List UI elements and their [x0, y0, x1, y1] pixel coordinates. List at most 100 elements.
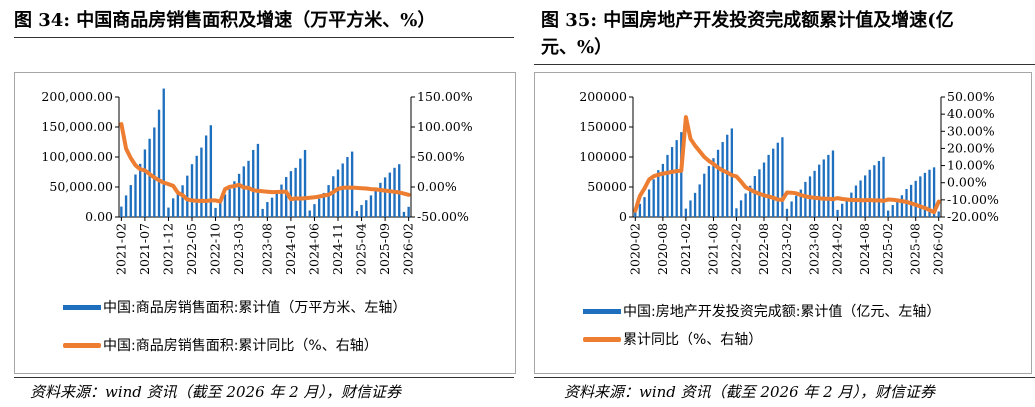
left-bar — [124, 195, 128, 217]
right-left-tick-label: 100000 — [579, 149, 627, 164]
right-x-tick-label: 2020-02 — [627, 223, 642, 275]
left-bar — [176, 191, 180, 217]
right-x-tick-label: 2020-08 — [655, 223, 670, 275]
right-bar — [891, 205, 894, 217]
right-legend-line-label: 累计同比（%、右轴） — [623, 332, 763, 348]
right-left-tick-label: 150000 — [579, 119, 627, 134]
right-bar — [666, 154, 669, 217]
left-x-tick-label: 2023-03 — [231, 223, 246, 275]
left-bar — [186, 175, 189, 217]
left-bar — [200, 147, 203, 217]
right-legend-line-item: 累计同比（%、右轴） — [583, 329, 762, 349]
left-x-tick-label: 2021-12 — [160, 223, 175, 275]
right-right-tick-label: -10.00% — [947, 192, 999, 207]
left-bar — [134, 174, 137, 217]
right-right-tick-label: 50.00% — [947, 89, 995, 104]
left-bar — [332, 176, 335, 217]
right-bar — [877, 160, 881, 217]
right-bar — [634, 210, 637, 217]
right-bar — [703, 173, 706, 217]
right-right-tick-label: 30.00% — [947, 123, 995, 138]
right-bar — [753, 176, 756, 217]
right-bar — [831, 150, 835, 217]
right-source-rule — [534, 377, 1035, 378]
right-bar — [827, 154, 830, 217]
right-chart-svg: 0 50000 100000 150000 200000 -20.00% -10.00% 0.… — [579, 89, 999, 275]
right-right-tick-label: 40.00% — [947, 106, 995, 121]
left-bar — [407, 206, 410, 217]
left-source-rule — [14, 377, 514, 378]
right-chart-panel: 图 35: 中国房地产开发投资完成额累计值及增速(亿 元、%） 0 50000 10… — [527, 0, 1035, 407]
right-bar — [689, 200, 692, 217]
right-x-tick-label: 2023-08 — [807, 223, 822, 275]
left-source-note: 资料来源：wind 资讯（截至 2026 年 2 月），财信证券 — [30, 383, 401, 401]
right-x-tick-label: 2021-08 — [705, 223, 720, 275]
left-bar — [341, 163, 344, 217]
right-bar — [767, 154, 770, 217]
left-bar — [190, 164, 194, 217]
left-left-tick-label: 50,000.00 — [49, 179, 113, 194]
left-bar — [162, 88, 165, 217]
left-bar — [280, 184, 283, 217]
left-bar — [171, 198, 175, 217]
left-bar — [129, 185, 132, 217]
left-x-tick-label: 2026-02 — [401, 223, 416, 275]
right-bar — [661, 163, 665, 217]
left-right-tick-label: 100.00% — [417, 119, 473, 134]
right-bar — [937, 211, 940, 217]
left-bar — [153, 127, 156, 217]
right-bar — [841, 203, 844, 217]
right-x-tick-label: 2025-08 — [908, 223, 923, 275]
left-bar — [139, 163, 142, 217]
left-bar — [360, 205, 363, 217]
right-bar — [712, 158, 715, 217]
right-bar — [730, 128, 733, 217]
left-yoy-line — [119, 122, 411, 204]
left-chart-svg: 0.00 50,000.00 100,000.00 150,000.00 200,000… — [41, 88, 473, 275]
left-legend-bar-swatch — [63, 304, 101, 310]
right-left-tick-label: 50000 — [587, 179, 627, 194]
right-bar — [886, 210, 890, 217]
left-bar — [275, 192, 278, 217]
left-bar — [209, 125, 213, 217]
left-bar — [204, 135, 208, 217]
left-chart-title: 图 34: 中国商品房销售面积及增速（万平方米、%） — [14, 10, 436, 31]
right-bar — [896, 200, 899, 217]
right-right-tick-label: 20.00% — [947, 140, 995, 155]
left-bar — [303, 149, 307, 217]
right-legend-line-swatch — [583, 336, 621, 342]
right-left-tick-label: 200000 — [579, 89, 627, 104]
right-x-tick-label: 2023-02 — [779, 223, 794, 275]
right-legend-bar-label: 中国:房地产开发投资完成额:累计值（亿元、左轴） — [623, 304, 941, 320]
right-bar — [928, 169, 931, 217]
right-bar — [914, 180, 917, 217]
right-x-tick-label: 2025-02 — [880, 223, 895, 275]
left-bar — [285, 177, 288, 217]
left-bar — [256, 143, 260, 217]
left-legend-bar-label: 中国:商品房销售面积:累计值（万平方米、左轴） — [103, 300, 407, 316]
left-right-tick-label: -50.00% — [417, 209, 469, 224]
left-bar — [270, 197, 274, 217]
right-bar — [804, 181, 807, 217]
right-bar — [726, 134, 729, 217]
left-bar — [233, 181, 236, 217]
right-bar — [864, 175, 867, 217]
left-bar — [289, 171, 293, 217]
left-legend-line-swatch — [63, 342, 101, 348]
left-x-tick-label: 2024-01 — [283, 223, 298, 275]
left-x-tick-label: 2025-09 — [377, 223, 392, 275]
right-bar — [799, 189, 802, 217]
left-x-tick-label: 2023-08 — [259, 223, 274, 275]
left-x-tick-label: 2022-05 — [184, 223, 199, 275]
right-bar — [739, 200, 743, 217]
right-x-tick-label: 2022-08 — [756, 223, 771, 275]
right-bar — [813, 170, 816, 217]
left-bar — [322, 192, 326, 217]
left-legend-line-label: 中国:商品房销售面积:累计同比（%、右轴） — [103, 338, 378, 354]
right-left-tick-label: 0 — [619, 209, 627, 224]
left-bar — [308, 210, 311, 217]
left-x-tick-label: 2021-02 — [113, 223, 128, 275]
left-bar — [317, 198, 321, 217]
right-bar — [790, 201, 793, 217]
right-title-rule — [534, 64, 1035, 65]
